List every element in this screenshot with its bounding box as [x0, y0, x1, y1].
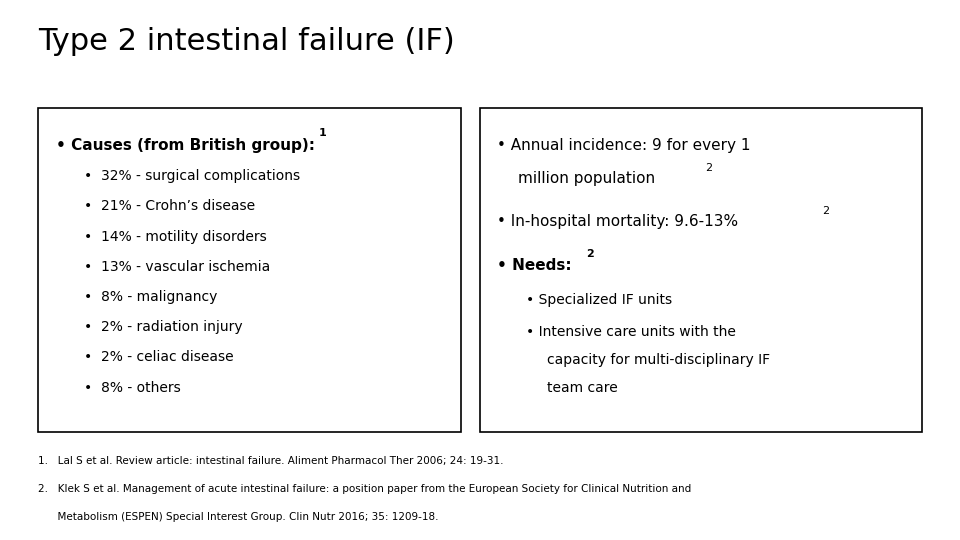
Text: • In-hospital mortality: 9.6-13%: • In-hospital mortality: 9.6-13%: [497, 214, 743, 230]
Text: capacity for multi-disciplinary IF: capacity for multi-disciplinary IF: [547, 353, 770, 367]
Text: •  8% - others: • 8% - others: [84, 381, 181, 395]
Text: 1: 1: [319, 128, 326, 138]
Text: • Causes (from British group):: • Causes (from British group):: [56, 138, 320, 153]
Text: • Intensive care units with the: • Intensive care units with the: [526, 325, 736, 339]
Text: 2.   Klek S et al. Management of acute intestinal failure: a position paper from: 2. Klek S et al. Management of acute int…: [38, 484, 691, 495]
Text: team care: team care: [547, 381, 618, 395]
Text: Metabolism (ESPEN) Special Interest Group. Clin Nutr 2016; 35: 1209-18.: Metabolism (ESPEN) Special Interest Grou…: [38, 512, 439, 523]
Text: •  13% - vascular ischemia: • 13% - vascular ischemia: [84, 260, 271, 274]
FancyBboxPatch shape: [38, 108, 461, 432]
Text: • Needs:: • Needs:: [497, 258, 577, 273]
Text: •  14% - motility disorders: • 14% - motility disorders: [84, 230, 267, 244]
Text: 1.   Lal S et al. Review article: intestinal failure. Aliment Pharmacol Ther 200: 1. Lal S et al. Review article: intestin…: [38, 456, 504, 467]
Text: million population: million population: [518, 171, 660, 186]
Text: •  2% - radiation injury: • 2% - radiation injury: [84, 320, 243, 334]
Text: • Specialized IF units: • Specialized IF units: [526, 293, 672, 307]
Text: • Annual incidence: 9 for every 1: • Annual incidence: 9 for every 1: [497, 138, 751, 153]
Text: 2: 2: [822, 206, 828, 216]
FancyBboxPatch shape: [480, 108, 922, 432]
Text: •  21% - Crohn’s disease: • 21% - Crohn’s disease: [84, 199, 255, 213]
Text: 2: 2: [706, 163, 712, 173]
Text: •  8% - malignancy: • 8% - malignancy: [84, 290, 218, 304]
Text: Type 2 intestinal failure (IF): Type 2 intestinal failure (IF): [38, 27, 455, 56]
Text: •  2% - celiac disease: • 2% - celiac disease: [84, 350, 234, 365]
Text: •  32% - surgical complications: • 32% - surgical complications: [84, 169, 300, 183]
Text: 2: 2: [587, 249, 594, 259]
